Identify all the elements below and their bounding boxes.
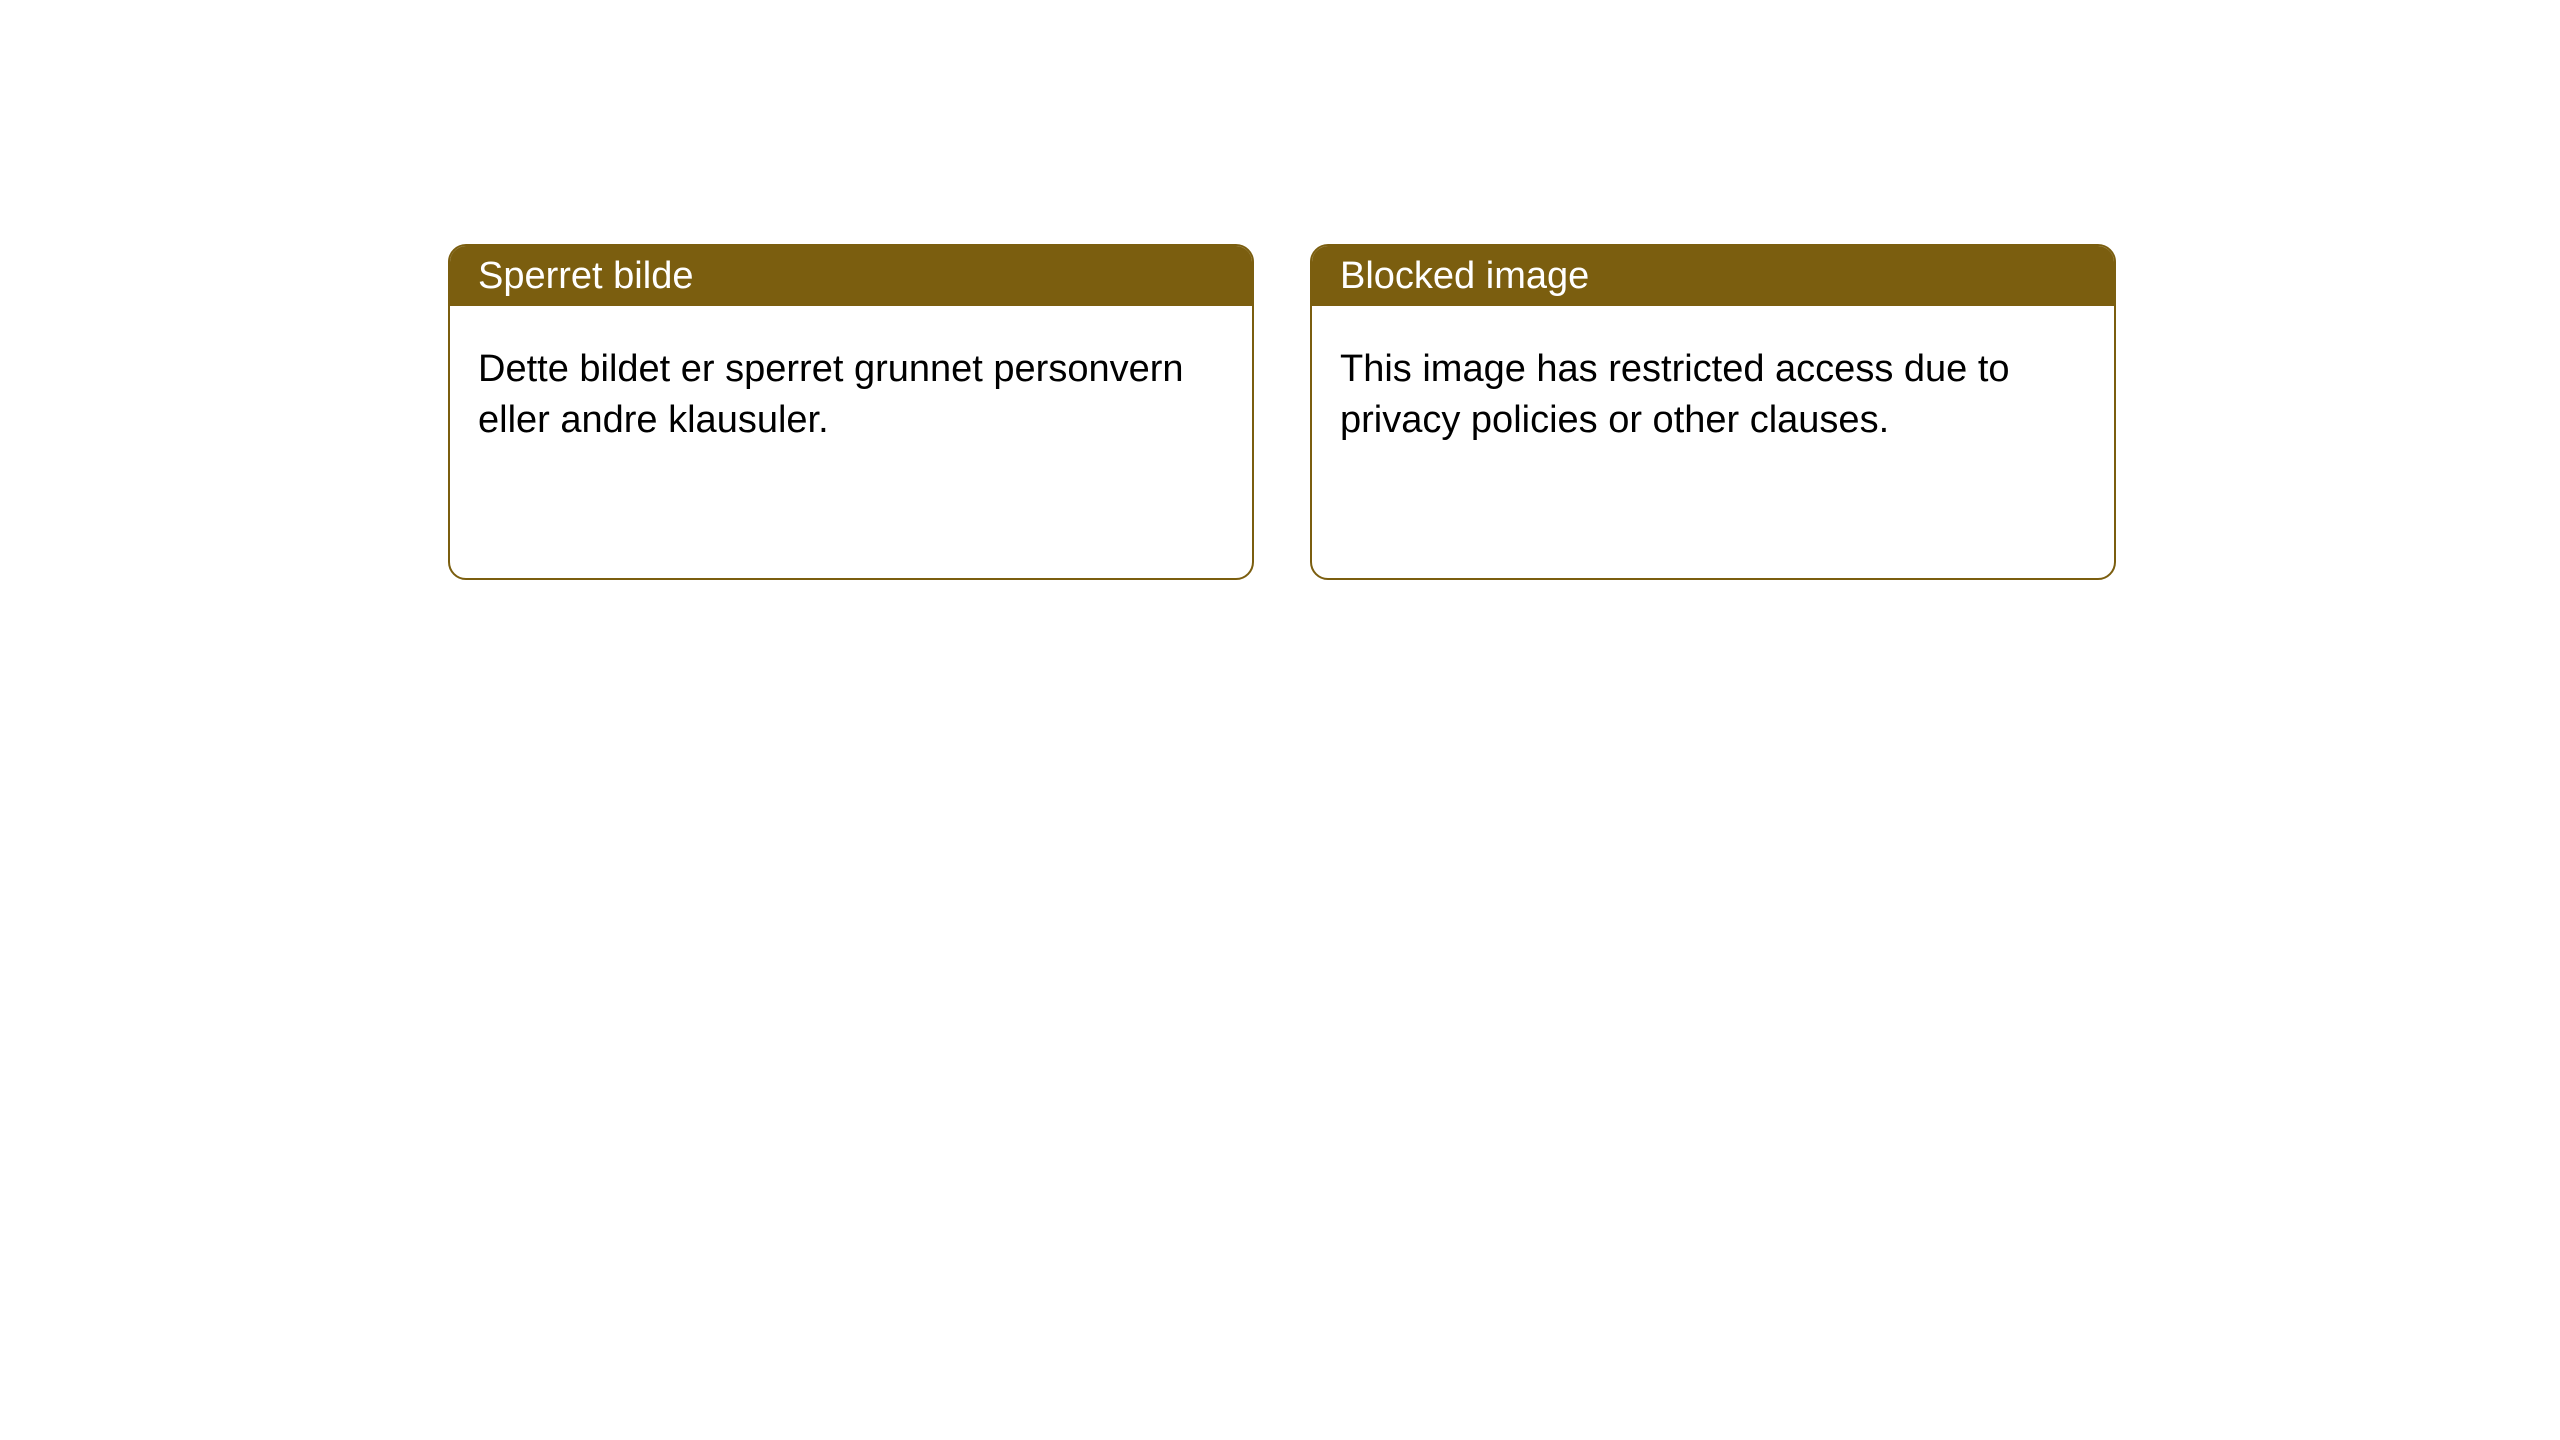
notice-card-norwegian: Sperret bilde Dette bildet er sperret gr… [448,244,1254,580]
notice-card-english: Blocked image This image has restricted … [1310,244,2116,580]
card-title: Sperret bilde [478,255,693,298]
card-body: This image has restricted access due to … [1312,306,2114,485]
notice-container: Sperret bilde Dette bildet er sperret gr… [0,0,2560,580]
card-title: Blocked image [1340,255,1589,298]
card-body-text: This image has restricted access due to … [1340,348,2010,441]
card-header: Blocked image [1312,246,2114,306]
card-header: Sperret bilde [450,246,1252,306]
card-body-text: Dette bildet er sperret grunnet personve… [478,348,1184,441]
card-body: Dette bildet er sperret grunnet personve… [450,306,1252,485]
